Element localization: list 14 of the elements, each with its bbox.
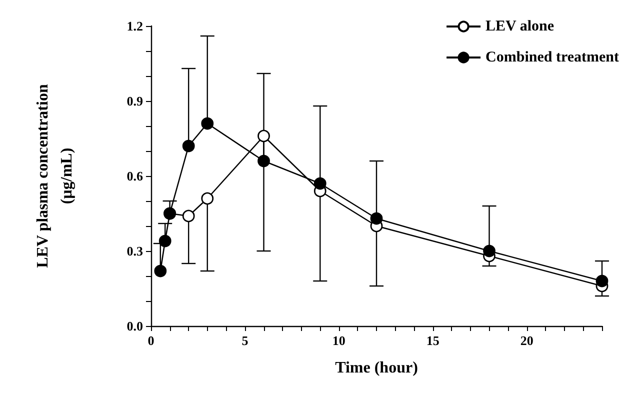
x-tick-label: 5 bbox=[242, 333, 249, 348]
x-tick-label: 20 bbox=[520, 333, 534, 348]
y-tick-label: 0.9 bbox=[126, 94, 144, 108]
x-tick-label: 10 bbox=[332, 333, 346, 348]
y-tick-label: 0.3 bbox=[126, 244, 144, 258]
y-tick-label: 1.2 bbox=[126, 18, 143, 34]
x-tick-label: 0 bbox=[148, 333, 154, 348]
legend-label: Combined treatment bbox=[486, 50, 620, 66]
y-tick-label: 0.6 bbox=[126, 168, 144, 184]
x-axis-title: Time (hour) bbox=[335, 360, 418, 376]
legend-label: LEV alone bbox=[486, 18, 554, 34]
y-axis-title: LEV plasma concentration (µg/mL) bbox=[34, 84, 76, 268]
x-tick-label: 15 bbox=[426, 333, 440, 348]
y-tick-label: 0.0 bbox=[126, 318, 143, 334]
